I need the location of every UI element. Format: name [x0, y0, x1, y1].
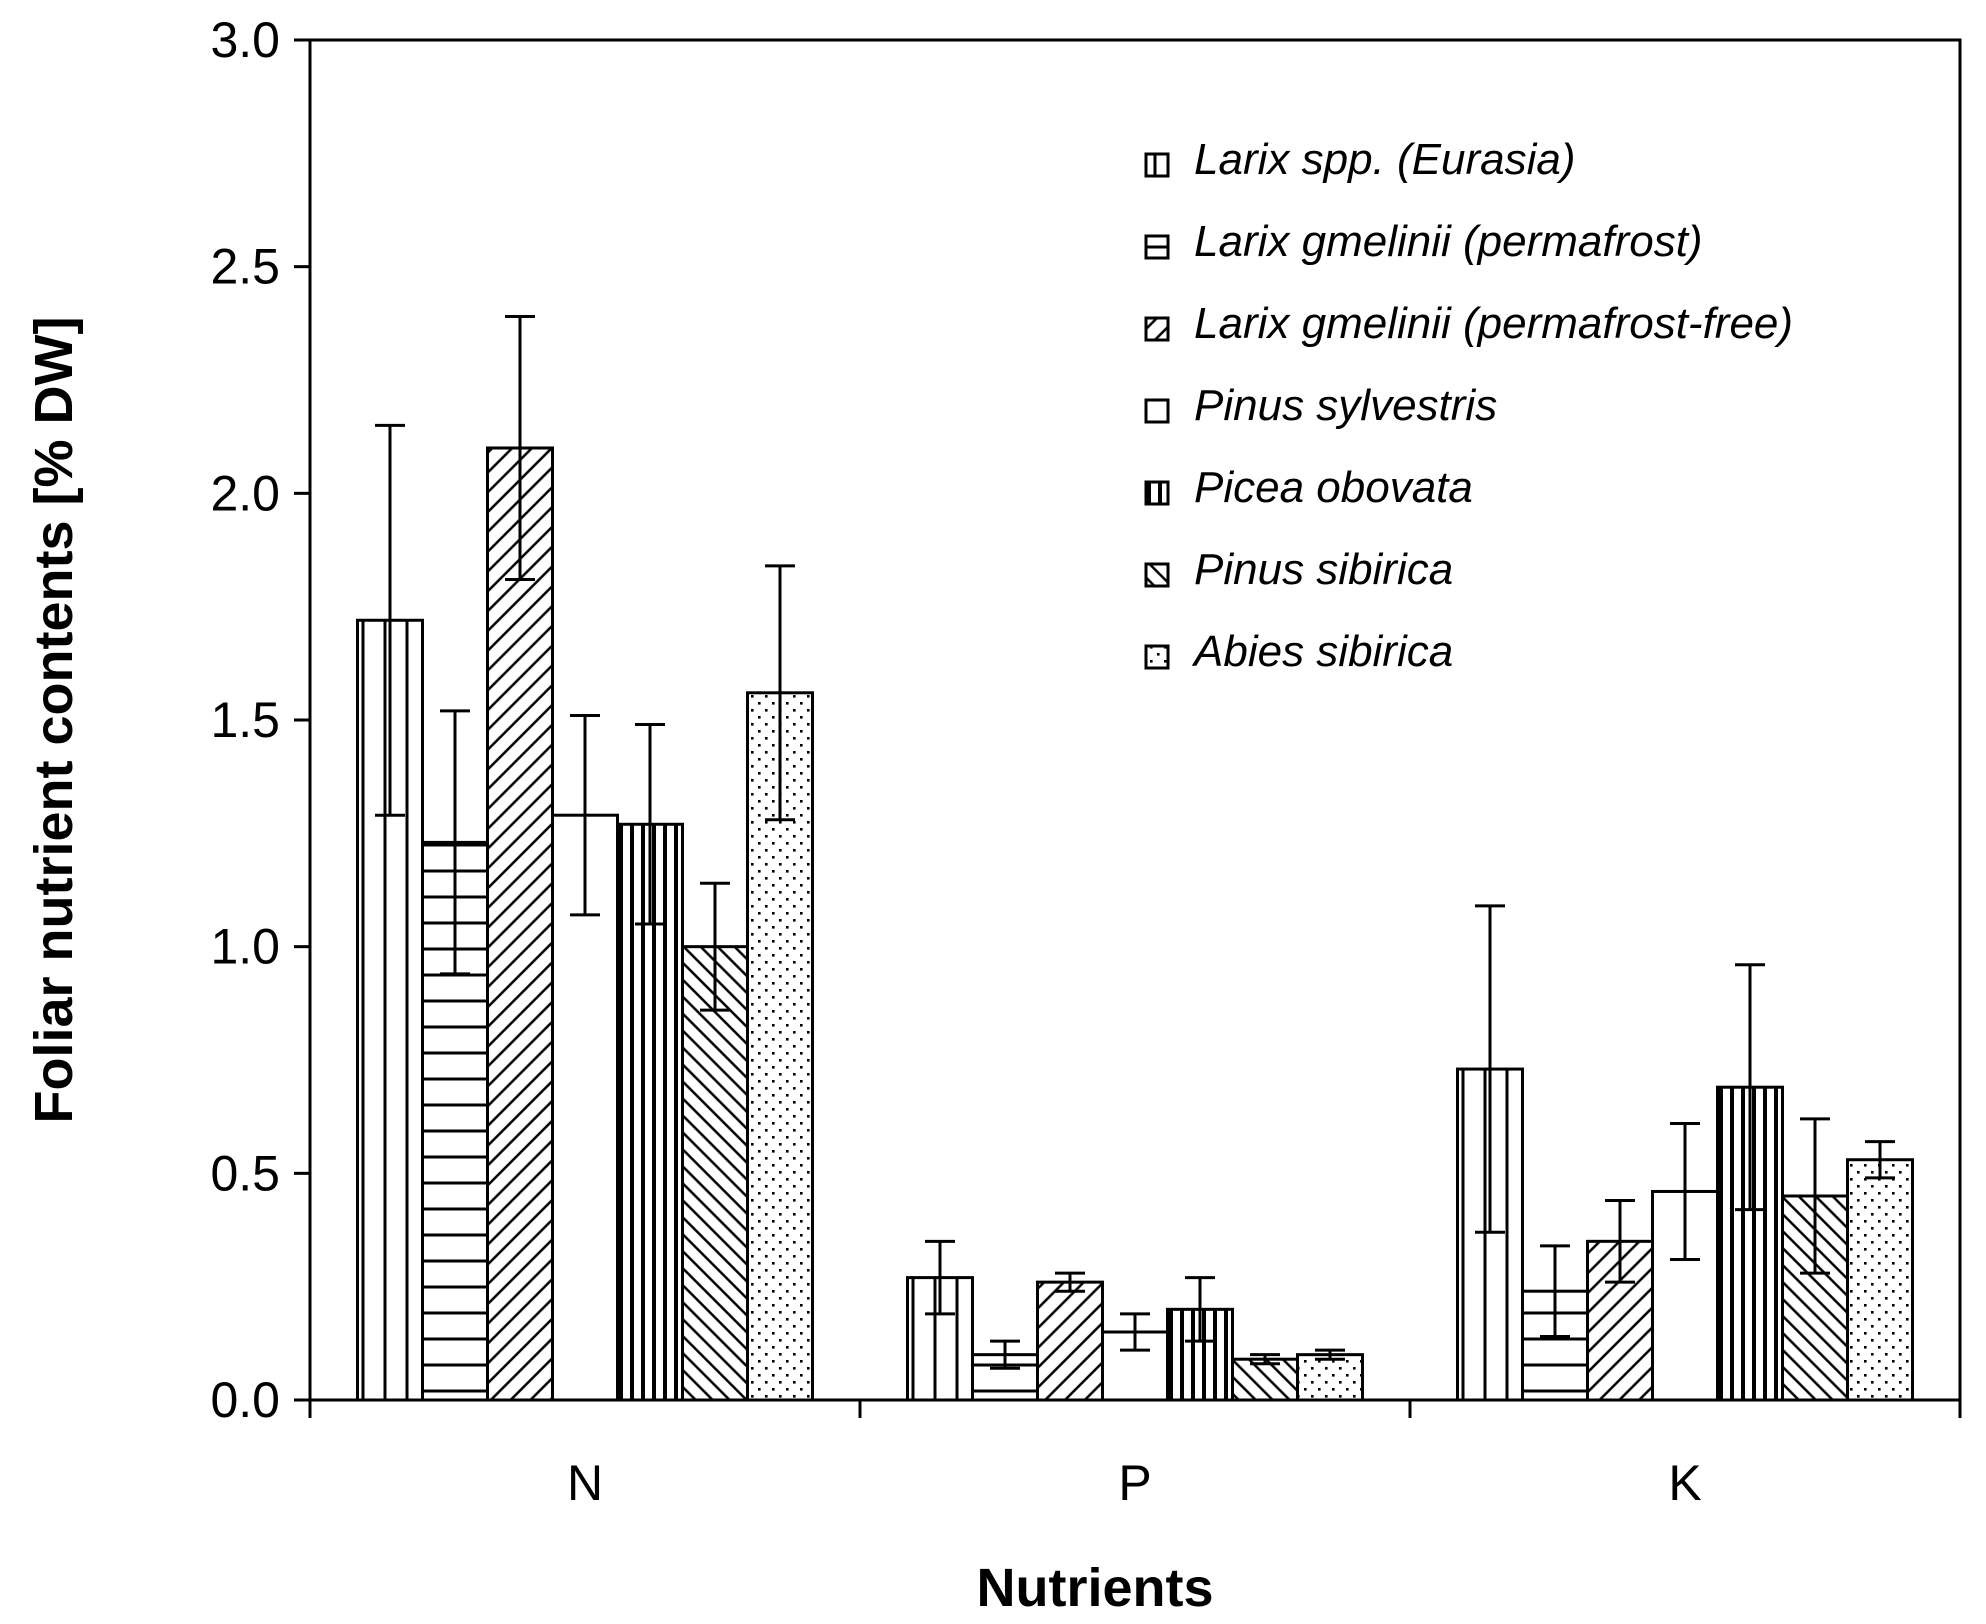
- bar-p-larix-gmelinii-permafrost-free: [1036, 1280, 1104, 1402]
- bar-n-pinus-sibirica: [681, 945, 749, 1402]
- y-tick-label: 0.5: [210, 1145, 280, 1201]
- legend-swatch-pinus-sylvestris: [1144, 398, 1170, 424]
- y-axis-title: Foliar nutrient contents [% DW]: [24, 317, 84, 1124]
- x-axis-title: Nutrients: [976, 1558, 1213, 1618]
- category-label-p: P: [1118, 1455, 1151, 1511]
- bar-p-pinus-sibirica: [1231, 1357, 1299, 1402]
- y-tick-label: 1.5: [210, 692, 280, 748]
- y-tick-label: 3.0: [210, 12, 280, 68]
- category-label-n: N: [567, 1455, 603, 1511]
- y-tick-label: 1.0: [210, 919, 280, 975]
- bars-layer: [356, 446, 1914, 1402]
- legend-swatch-abies-sibirica: [1144, 644, 1170, 670]
- legend-label-picea-obovata: Picea obovata: [1194, 463, 1473, 512]
- error-bars-layer: [375, 315, 1895, 1370]
- legend-swatch-larix-gmelinii-permafrost: [1144, 234, 1170, 260]
- legend-label-larix-spp-eurasia: Larix spp. (Eurasia): [1194, 135, 1575, 184]
- category-label-k: K: [1668, 1455, 1701, 1511]
- legend-swatch-larix-gmelinii-permafrost-free: [1144, 316, 1170, 342]
- y-tick-label: 0.0: [210, 1372, 280, 1428]
- y-axis: 0.0 0.5 1.0 1.5 2.0 2.5 3.0: [210, 12, 310, 1428]
- legend-label-abies-sibirica: Abies sibirica: [1191, 627, 1453, 676]
- y-tick-label: 2.5: [210, 239, 280, 295]
- bar-k-abies-sibirica: [1846, 1158, 1914, 1402]
- bar-p-abies-sibirica: [1296, 1353, 1364, 1402]
- legend-swatch-picea-obovata: [1144, 480, 1170, 506]
- legend-label-larix-gmelinii-permafrost-free: Larix gmelinii (permafrost-free): [1194, 299, 1793, 348]
- y-tick-label: 2.0: [210, 465, 280, 521]
- legend-label-larix-gmelinii-permafrost: Larix gmelinii (permafrost): [1194, 217, 1703, 266]
- bar-n-larix-gmelinii-permafrost-free: [486, 446, 554, 1402]
- legend-swatch-pinus-sibirica: [1144, 562, 1170, 588]
- legend-label-pinus-sibirica: Pinus sibirica: [1194, 545, 1453, 594]
- legend: Larix spp. (Eurasia) Larix gmelinii (perm…: [1144, 135, 1793, 676]
- legend-label-pinus-sylvestris: Pinus sylvestris: [1194, 381, 1497, 430]
- legend-swatch-larix-spp-eurasia: [1144, 152, 1170, 178]
